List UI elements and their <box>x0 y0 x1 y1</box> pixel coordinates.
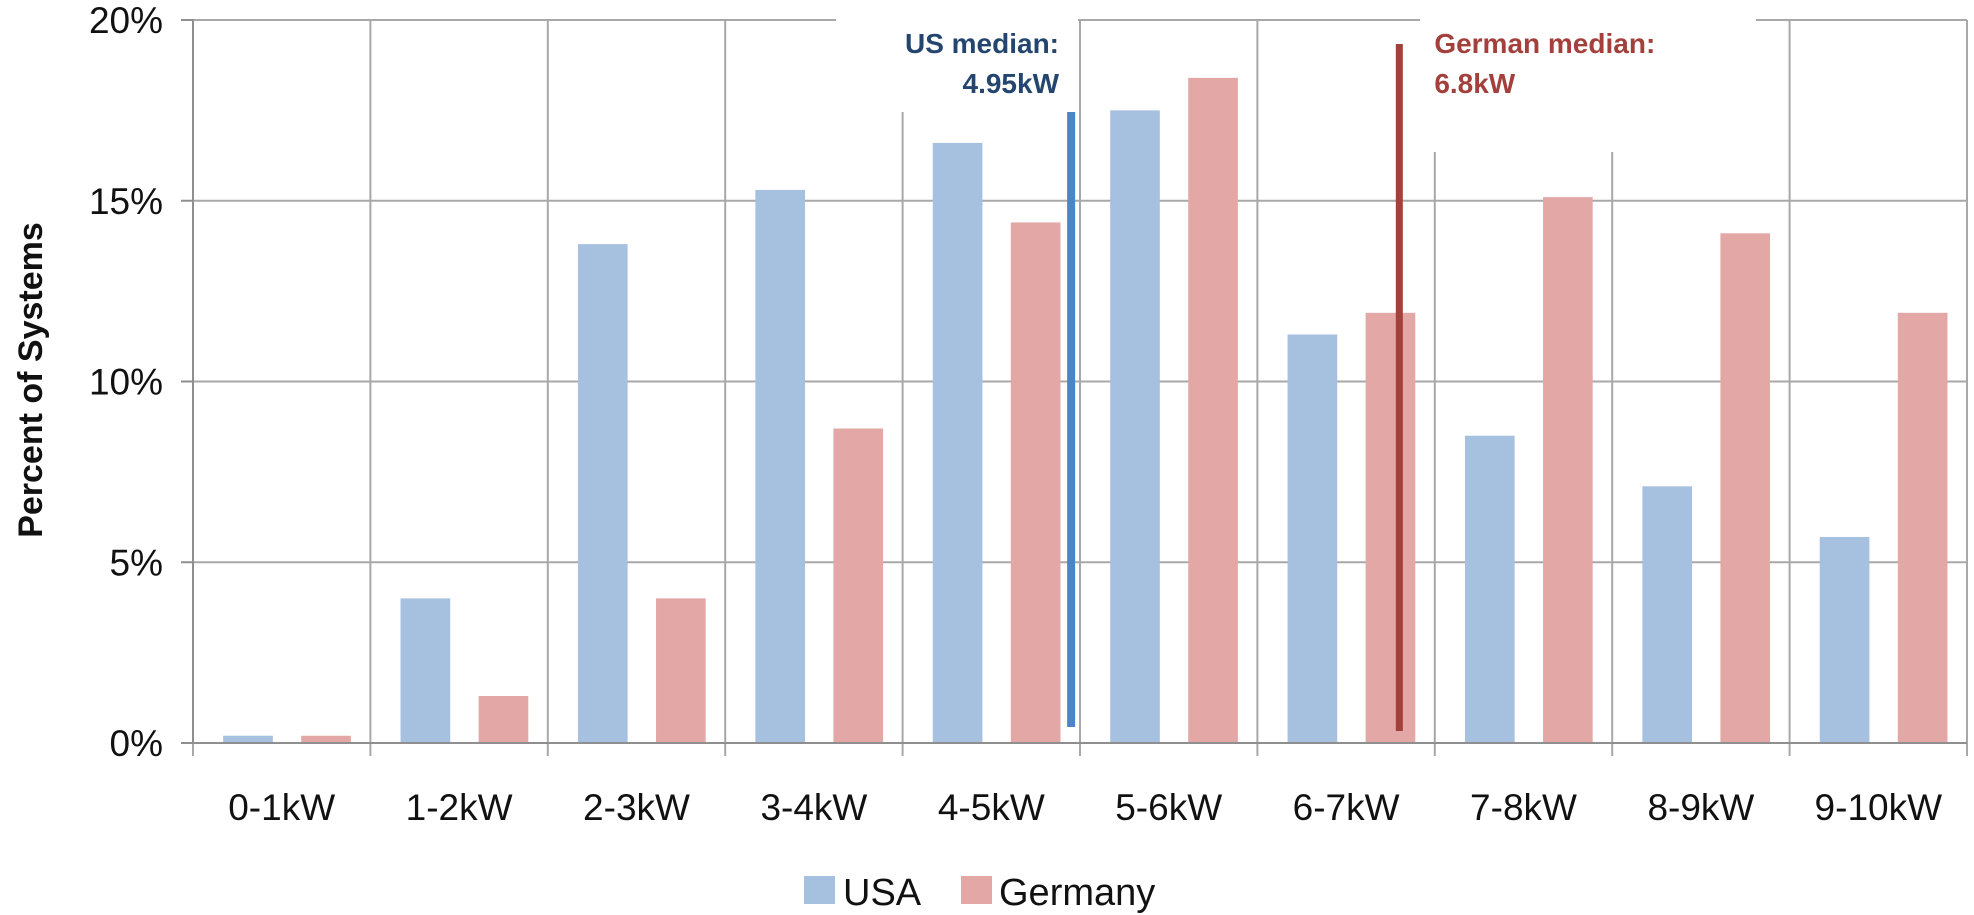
x-tick-label: 9-10kW <box>1815 787 1943 828</box>
bar-germany-0-1kW <box>301 735 351 743</box>
bar-usa-3-4kW <box>755 189 806 743</box>
label-layer: 0% 5% 10% 15% 20% 0-1kW 1-2kW 2-3kW 3-4kW 4-5kW 5-… <box>89 0 1942 828</box>
y-tick-label: 5% <box>110 542 163 583</box>
x-tick-label: 4-5kW <box>938 787 1045 828</box>
bars-layer <box>223 77 1948 744</box>
x-tick-label: 2-3kW <box>583 787 690 828</box>
bar-usa-0-1kW <box>223 735 273 743</box>
legend-swatch-usa <box>804 876 835 904</box>
german-median-label-line1: German median: <box>1434 28 1655 59</box>
bar-germany-9-10kW <box>1897 312 1948 743</box>
bar-germany-7-8kW <box>1543 197 1593 743</box>
bar-germany-2-3kW <box>656 598 706 743</box>
german-median-label-line2: 6.8kW <box>1434 68 1515 99</box>
y-tick-label: 15% <box>89 181 163 222</box>
bar-usa-7-8kW <box>1464 435 1515 743</box>
bar-usa-8-9kW <box>1642 486 1693 743</box>
bar-usa-2-3kW <box>577 244 628 743</box>
x-tick-label: 0-1kW <box>228 787 335 828</box>
us-median-label-line1: US median: <box>905 28 1059 59</box>
bar-germany-4-5kW <box>1010 222 1061 743</box>
bar-germany-6-7kW <box>1365 312 1416 743</box>
us-median-label-background <box>836 18 1078 112</box>
german-median-label-background <box>1420 18 1756 152</box>
x-tick-label: 8-9kW <box>1647 787 1754 828</box>
x-tick-label: 6-7kW <box>1293 787 1400 828</box>
legend-layer: USA Germany <box>804 872 1155 914</box>
legend-label-germany: Germany <box>999 872 1155 914</box>
median-layer <box>836 18 1756 731</box>
y-tick-label: 20% <box>89 0 163 41</box>
bar-germany-3-4kW <box>833 428 884 743</box>
x-tick-label: 7-8kW <box>1470 787 1577 828</box>
y-axis-label: Percent of Systems <box>12 222 50 538</box>
bar-usa-5-6kW <box>1110 110 1160 743</box>
y-tick-label: 10% <box>89 362 163 403</box>
bar-usa-9-10kW <box>1819 536 1870 743</box>
x-tick-label: 1-2kW <box>406 787 513 828</box>
legend-label-usa: USA <box>843 872 922 914</box>
legend-swatch-germany <box>961 876 992 904</box>
bar-germany-5-6kW <box>1188 77 1238 744</box>
bar-germany-1-2kW <box>478 696 529 743</box>
x-tick-label: 5-6kW <box>1115 787 1222 828</box>
x-tick-label: 3-4kW <box>760 787 867 828</box>
y-tick-label: 0% <box>110 723 163 764</box>
axis-layer <box>181 19 1967 744</box>
us-median-label-line2: 4.95kW <box>963 68 1060 99</box>
bar-usa-1-2kW <box>400 598 451 743</box>
bar-usa-6-7kW <box>1287 334 1338 743</box>
bar-usa-4-5kW <box>932 142 983 743</box>
bar-germany-8-9kW <box>1720 233 1771 743</box>
